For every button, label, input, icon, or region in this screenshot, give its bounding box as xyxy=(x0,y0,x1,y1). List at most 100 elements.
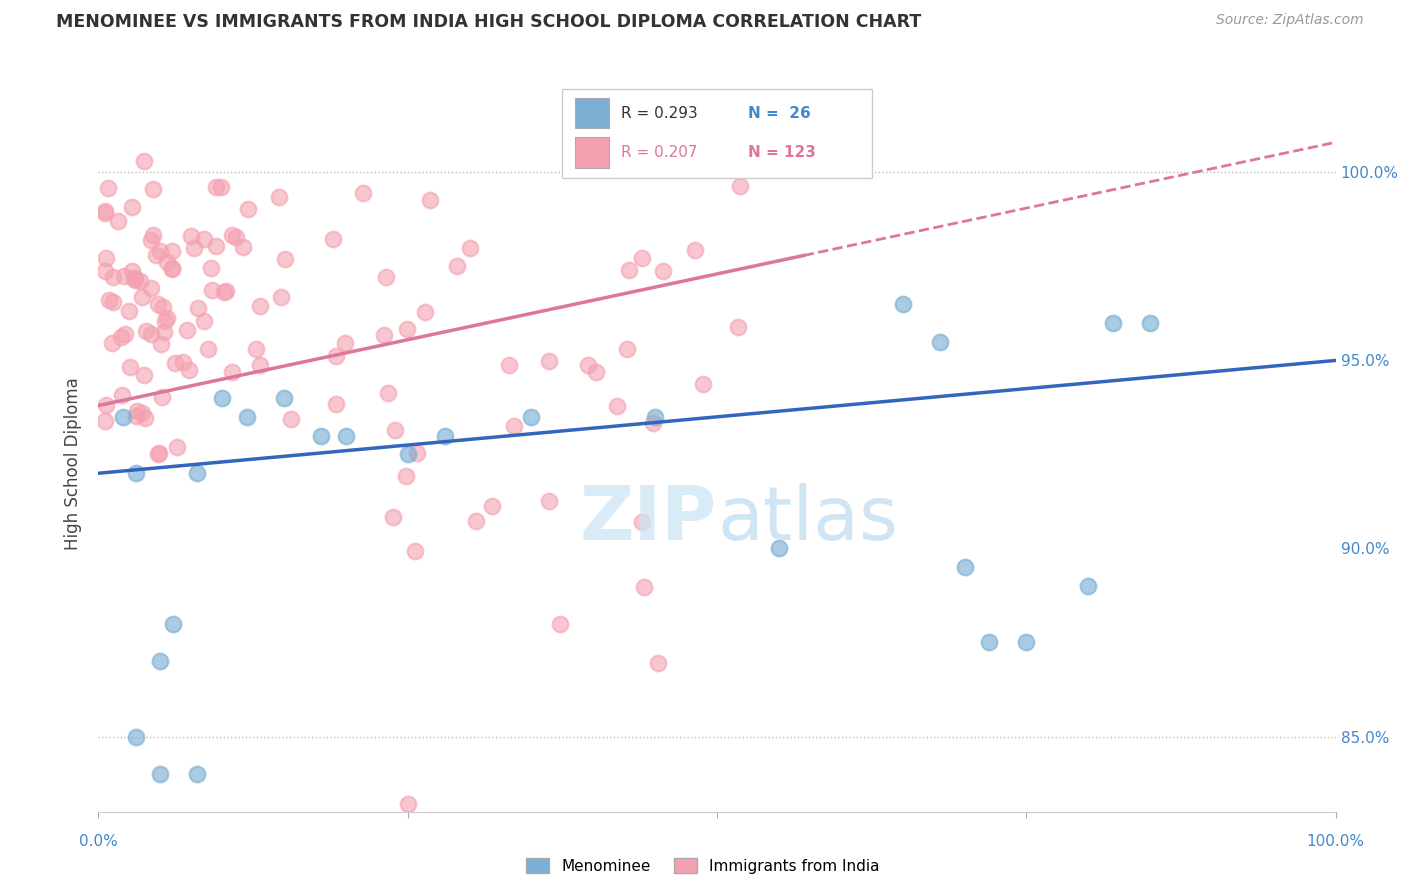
Point xyxy=(186,767,208,781)
Point xyxy=(768,541,790,556)
Point xyxy=(537,494,560,508)
Point xyxy=(274,252,297,266)
Point xyxy=(1015,635,1038,649)
Point xyxy=(267,190,290,204)
Point xyxy=(101,270,124,285)
Point xyxy=(149,767,172,781)
Point xyxy=(149,244,172,258)
Point xyxy=(236,409,259,424)
Point xyxy=(150,390,173,404)
Point xyxy=(446,259,468,273)
Point xyxy=(193,232,215,246)
Point xyxy=(335,428,357,442)
Legend: Menominee, Immigrants from India: Menominee, Immigrants from India xyxy=(520,852,886,880)
Point xyxy=(395,321,418,335)
Point xyxy=(122,271,145,285)
Point xyxy=(352,186,374,200)
Point xyxy=(142,228,165,243)
Point xyxy=(503,419,526,434)
Point xyxy=(585,365,607,379)
Point xyxy=(148,445,170,459)
Point xyxy=(538,354,561,368)
Point xyxy=(270,290,292,304)
Point xyxy=(146,297,169,311)
Point xyxy=(273,391,295,405)
Point xyxy=(186,467,208,481)
Point xyxy=(249,358,271,372)
Point xyxy=(110,330,132,344)
Point xyxy=(155,314,177,328)
Point xyxy=(112,268,135,283)
Point xyxy=(619,263,641,277)
FancyBboxPatch shape xyxy=(562,89,872,178)
Point xyxy=(1139,316,1161,330)
Point xyxy=(124,730,146,744)
Point xyxy=(396,797,419,812)
Point xyxy=(576,358,599,372)
Point xyxy=(727,320,749,334)
Point xyxy=(107,213,129,227)
Point xyxy=(160,262,183,277)
Point xyxy=(225,229,247,244)
Point xyxy=(132,154,155,169)
Point xyxy=(134,368,156,382)
Point xyxy=(127,404,149,418)
Text: R = 0.293: R = 0.293 xyxy=(621,106,697,120)
Point xyxy=(433,428,456,442)
Point xyxy=(481,499,503,513)
Point xyxy=(309,428,332,442)
Y-axis label: High School Diploma: High School Diploma xyxy=(65,377,83,550)
Point xyxy=(135,324,157,338)
Point xyxy=(692,377,714,392)
Point xyxy=(97,180,120,194)
Point xyxy=(101,336,124,351)
Point xyxy=(382,509,405,524)
Text: N =  26: N = 26 xyxy=(748,106,811,120)
Point xyxy=(280,412,302,426)
Point xyxy=(180,228,202,243)
Point xyxy=(633,581,655,595)
Text: Source: ZipAtlas.com: Source: ZipAtlas.com xyxy=(1216,13,1364,28)
Point xyxy=(232,240,254,254)
Text: 100.0%: 100.0% xyxy=(1306,834,1365,849)
Point xyxy=(96,252,118,266)
Point xyxy=(172,355,194,369)
Point xyxy=(335,336,357,351)
Point xyxy=(1077,579,1099,593)
Text: MENOMINEE VS IMMIGRANTS FROM INDIA HIGH SCHOOL DIPLOMA CORRELATION CHART: MENOMINEE VS IMMIGRANTS FROM INDIA HIGH … xyxy=(56,13,921,31)
Point xyxy=(149,654,172,668)
Point xyxy=(498,358,520,372)
Point xyxy=(94,398,117,412)
Point xyxy=(520,409,543,424)
Point xyxy=(93,205,115,219)
Point xyxy=(325,350,347,364)
Point xyxy=(209,179,232,194)
Point xyxy=(162,616,184,631)
Point xyxy=(156,255,179,269)
Point xyxy=(131,406,153,420)
Point xyxy=(201,284,224,298)
Point xyxy=(145,248,167,262)
Point xyxy=(141,281,163,295)
Point xyxy=(631,515,654,529)
Point xyxy=(465,515,488,529)
Point xyxy=(98,293,121,307)
Point xyxy=(124,273,146,287)
Point xyxy=(249,300,271,314)
Point xyxy=(93,414,115,428)
Point xyxy=(404,544,426,558)
Point xyxy=(111,388,134,402)
Point xyxy=(728,178,751,193)
Point xyxy=(152,300,174,314)
Point xyxy=(179,363,201,377)
Point xyxy=(160,244,183,258)
FancyBboxPatch shape xyxy=(575,137,609,168)
Point xyxy=(322,232,344,246)
Point xyxy=(114,326,136,341)
Point xyxy=(160,260,183,275)
Point xyxy=(153,325,176,339)
Point xyxy=(118,304,141,318)
Point xyxy=(142,182,165,196)
Point xyxy=(606,399,628,413)
Point xyxy=(221,227,243,242)
